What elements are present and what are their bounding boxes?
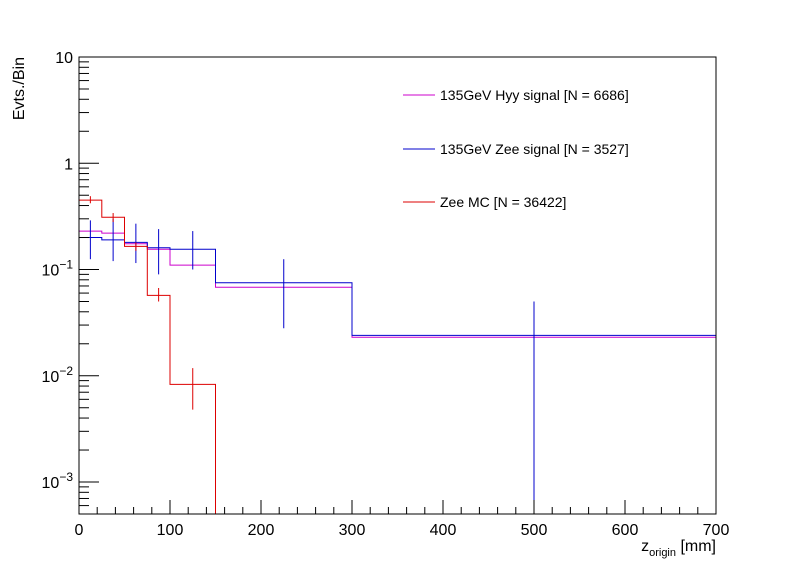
x-tick-label: 200 — [248, 522, 275, 539]
x-tick-label: 300 — [339, 522, 366, 539]
x-tick-label: 600 — [612, 522, 639, 539]
legend-label: 135GeV Hyy signal [N = 6686] — [440, 87, 629, 103]
axis-layer — [78, 56, 717, 515]
x-tick-label: 400 — [430, 522, 457, 539]
legend-entry: 135GeV Zee signal [N = 3527] — [403, 141, 629, 157]
x-axis-title: zorigin [mm] — [641, 538, 716, 559]
legend-entry: Zee MC [N = 36422] — [403, 194, 566, 210]
x-tick-label: 700 — [703, 522, 730, 539]
series-3 — [79, 196, 716, 514]
label-layer: 0 100 200 300 400 500 600 700 10 1 10−1 10−2 10−3 zor… — [11, 50, 729, 559]
series-3-line — [79, 199, 716, 514]
x-tick-label: 500 — [521, 522, 548, 539]
y-tick-label: 10 — [55, 50, 73, 67]
y-axis-title: Evts./Bin — [11, 57, 28, 120]
legend-entry: 135GeV Hyy signal [N = 6686] — [403, 87, 629, 103]
legend-label: Zee MC [N = 36422] — [440, 194, 566, 210]
y-tick-label: 10−1 — [42, 258, 74, 280]
y-tick-label: 10−3 — [42, 470, 74, 492]
x-tick-label: 100 — [157, 522, 184, 539]
series-clip-group — [79, 196, 716, 514]
x-tick-label: 0 — [75, 522, 84, 539]
legend-label: 135GeV Zee signal [N = 3527] — [440, 141, 629, 157]
legend: 135GeV Hyy signal [N = 6686] 135GeV Zee s… — [403, 87, 629, 210]
y-tick-label: 10−2 — [42, 364, 74, 386]
y-tick-label: 1 — [64, 156, 73, 173]
series-layer — [79, 196, 716, 514]
